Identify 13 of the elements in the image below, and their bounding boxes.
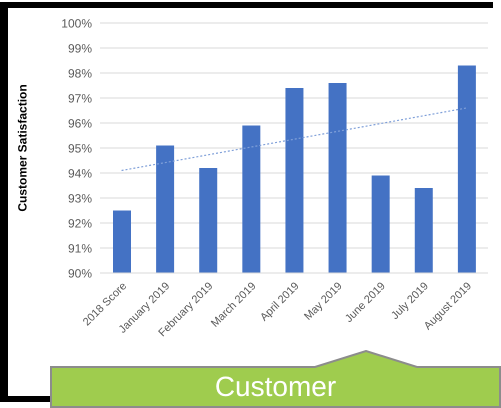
y-tick-label: 98% [68, 66, 92, 80]
y-tick-label: 100% [61, 16, 92, 30]
y-tick-label: 97% [68, 91, 92, 106]
y-tick-label: 95% [68, 141, 92, 156]
y-tick-label: 93% [68, 191, 92, 206]
y-tick-label: 90% [68, 266, 92, 280]
y-axis-title: Customer Satisfaction [15, 84, 30, 212]
y-tick-label: 92% [68, 216, 92, 230]
text: Customer [214, 370, 338, 404]
y-tick-label: 96% [68, 116, 92, 130]
y-tick-label: 91% [68, 241, 92, 256]
y-tick-label: 94% [68, 166, 92, 180]
y-tick-label: 99% [68, 41, 92, 56]
